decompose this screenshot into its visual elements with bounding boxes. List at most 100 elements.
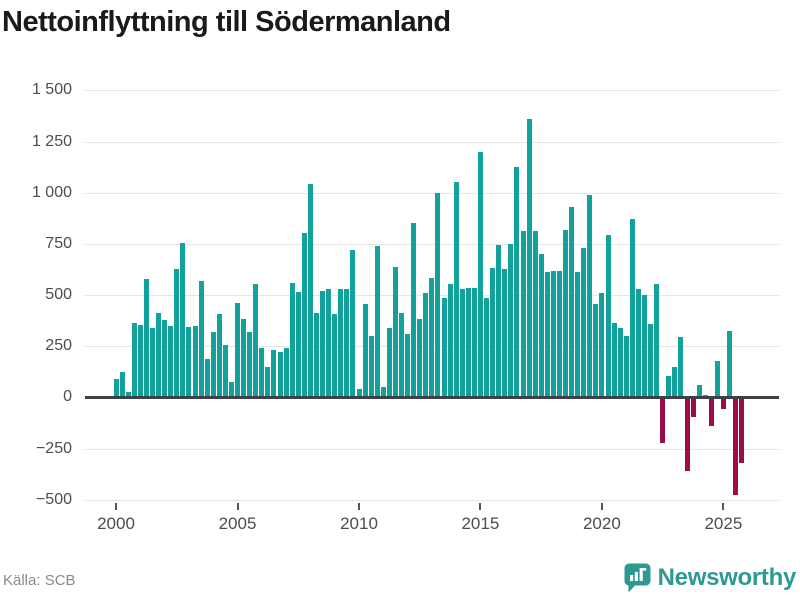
x-axis-tick-mark [358,503,360,510]
bar [453,182,459,398]
bar [113,378,119,398]
bar [556,271,562,398]
bar [435,192,441,398]
bar [441,298,447,398]
bar [459,288,465,398]
gridline [85,141,779,143]
x-axis-tick-label: 2015 [461,514,500,533]
bar [654,283,660,398]
x-axis-tick-label: 2010 [340,514,378,533]
y-axis-tick-label: −250 [35,439,72,457]
y-axis-tick-label: 250 [45,337,72,355]
bar [569,206,574,398]
bar [508,243,514,398]
zero-axis-line [85,395,779,399]
bar [623,335,629,398]
bar [265,366,271,398]
bar [520,230,526,398]
bar [696,385,702,398]
bar [320,290,325,398]
bar [605,234,611,398]
bar [526,118,532,398]
x-axis-tick-mark [600,503,603,510]
bar [714,360,720,398]
bar [149,327,155,398]
gridline [85,499,779,501]
bar [241,318,247,398]
bar [301,232,307,398]
bar [156,313,161,398]
bar [544,272,550,398]
bar-chart-bubble-icon [624,563,651,593]
bar [581,247,587,398]
x-axis-tick-label: 2000 [97,514,135,533]
bar [465,287,471,398]
bar [350,249,356,398]
bar [392,267,398,398]
bar [587,194,593,398]
bar [204,359,210,398]
bar [307,184,313,398]
bar [283,348,289,398]
bar [629,219,635,398]
bar [259,348,265,398]
bar [137,324,143,398]
gridline [85,448,779,450]
bar [168,325,174,398]
bar [356,389,362,398]
bar [374,245,380,398]
bar [471,287,477,398]
newsworthy-branding: Newsworthy [624,563,796,593]
bar [186,326,192,398]
bar [386,327,392,398]
bar [216,314,222,398]
bar [678,336,684,398]
bar [672,366,678,398]
x-axis-tick-mark [236,503,239,510]
x-axis-tick-label: 2025 [704,514,743,533]
bar [708,398,714,427]
gridline [85,192,779,194]
bar [380,387,386,398]
bar [198,280,204,398]
bar [575,272,581,398]
bar [727,330,732,398]
bar [502,269,508,398]
bar [125,392,131,398]
bar [295,291,301,398]
x-axis-tick-mark [115,503,117,510]
bar [496,244,502,398]
bar [733,398,738,495]
bar [484,298,489,398]
bar [411,223,417,398]
y-axis-tick-label: 750 [45,234,72,252]
bar [660,398,666,443]
bar [368,335,374,398]
bar [684,398,690,472]
y-axis-tick-label: 1 500 [31,81,72,99]
bar [593,304,599,398]
bar [119,371,125,398]
bar [490,268,496,398]
bar [277,352,283,398]
x-axis-tick-label: 2020 [582,514,621,533]
bar [362,304,368,398]
bar [641,295,647,398]
bar [180,242,186,398]
bar [338,288,344,398]
bar [599,292,605,398]
bar [563,229,568,398]
y-axis-tick-label: 0 [63,388,72,406]
y-axis-tick-label: 1 000 [31,183,72,201]
bar [739,398,745,464]
bar [174,269,180,398]
bar [271,350,277,398]
bar [447,283,453,398]
gridline [85,243,779,245]
y-axis-tick-label: −500 [35,490,72,508]
source-label: Källa: SCB [3,572,76,589]
bar [532,230,538,398]
page-title: Nettoinflyttning till Södermanland [2,6,451,38]
bar [429,277,435,398]
